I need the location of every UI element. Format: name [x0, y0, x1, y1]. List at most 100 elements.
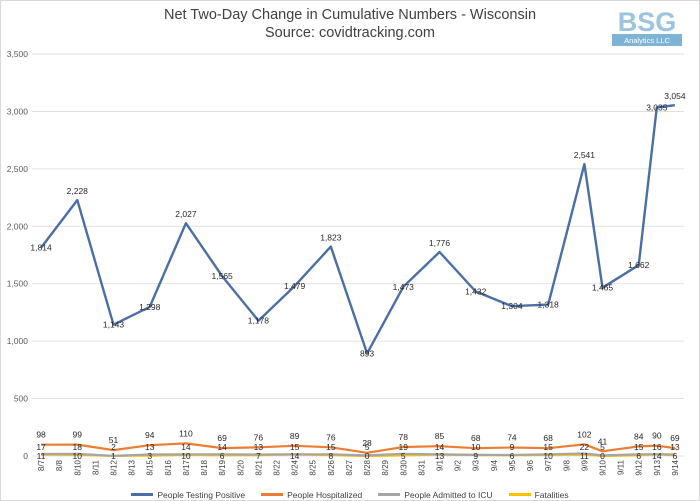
legend-swatch [261, 493, 284, 496]
x-tick-label: 8/10 [73, 459, 82, 475]
data-label: 90 [652, 431, 662, 441]
data-label: 68 [543, 433, 553, 443]
data-label: 11 [37, 451, 46, 461]
data-label: 2,228 [67, 186, 89, 196]
data-label: 94 [145, 430, 155, 440]
data-label: 14 [290, 451, 300, 461]
bsg-logo: BSG Analytics LLC [612, 4, 682, 46]
x-tick-label: 8/24 [291, 459, 300, 475]
data-label: 15 [290, 442, 300, 452]
series-line-people-testing-positive [40, 104, 676, 355]
x-tick-label: 9/10 [599, 459, 608, 475]
x-tick-label: 9/5 [508, 459, 517, 471]
data-label: 22 [580, 442, 590, 452]
legend-item: People Hospitalized [261, 490, 362, 500]
x-tick-label: 9/2 [454, 459, 463, 471]
data-label: 1,298 [139, 302, 161, 312]
data-label: 8 [328, 451, 333, 461]
data-label: 15 [634, 442, 644, 452]
data-label: 1,776 [429, 238, 451, 248]
x-tick-label: 9/3 [472, 459, 481, 471]
data-label: 1,178 [248, 316, 270, 326]
data-label: 3 [147, 451, 152, 461]
data-label: 98 [36, 430, 46, 440]
data-label: 1,143 [103, 320, 125, 330]
data-label: 5 [600, 442, 605, 452]
x-tick-label: 8/8 [55, 459, 64, 471]
x-tick-label: 9/8 [562, 459, 571, 471]
data-label: 13 [254, 442, 264, 452]
data-label: 2,541 [574, 150, 596, 160]
data-label: 89 [290, 431, 300, 441]
x-tick-label: 9/9 [580, 459, 589, 471]
x-tick-label: 9/13 [653, 459, 662, 475]
data-label: 9 [473, 451, 478, 461]
data-label: 5 [365, 442, 370, 452]
data-label: 0 [365, 451, 370, 461]
data-label: 10 [181, 451, 191, 461]
chart-title: Net Two-Day Change in Cumulative Numbers… [163, 7, 537, 23]
x-tick-label: 8/25 [309, 459, 318, 475]
legend-label: Fatalities [534, 489, 569, 500]
data-label: 14 [181, 442, 191, 452]
x-tick-label: 8/7 [37, 459, 46, 471]
y-tick-label: 1,000 [7, 336, 29, 346]
data-label: 6 [220, 451, 225, 461]
data-label: 74 [507, 433, 517, 443]
legend-item: People Testing Positive [131, 490, 245, 500]
x-tick-label: 9/7 [544, 459, 553, 471]
x-tick-label: 8/17 [182, 459, 191, 475]
logo-text: BSG [618, 7, 677, 37]
data-label: 14 [217, 442, 227, 452]
x-tick-label: 8/20 [236, 459, 245, 475]
x-tick-label: 8/22 [273, 459, 282, 475]
x-tick-label: 8/29 [381, 459, 390, 475]
x-tick-label: 8/12 [110, 459, 119, 475]
data-label: 14 [435, 442, 445, 452]
data-label: 7 [256, 451, 261, 461]
x-tick-label: 8/11 [91, 459, 100, 475]
x-tick-label: 8/16 [164, 459, 173, 475]
y-tick-label: 0 [23, 451, 28, 461]
data-label: 6 [636, 451, 641, 461]
y-tick-label: 3,500 [7, 49, 29, 59]
y-axis: 0 500 1,000 1,500 2,000 2,500 3,000 3,500 [7, 49, 29, 461]
data-label: 1,473 [393, 282, 415, 292]
data-label: 1,318 [538, 300, 560, 310]
x-tick-label: 8/19 [218, 459, 227, 475]
x-axis: 8/7 8/8 8/10 8/11 8/12 8/13 8/15 8/16 8/17 8/18 8/… [37, 459, 680, 475]
data-label: 3,054 [664, 91, 686, 101]
data-label: 10 [73, 451, 83, 461]
data-label: 1,479 [284, 281, 306, 291]
data-label: 41 [598, 436, 608, 446]
x-tick-label: 9/4 [490, 459, 499, 471]
data-label: 893 [360, 348, 374, 358]
data-label: 69 [217, 433, 227, 443]
chart-legend: People Testing Positive People Hospitaliz… [0, 488, 700, 500]
data-label: 13 [435, 451, 445, 461]
data-label: 2,027 [175, 209, 197, 219]
data-label: 0 [600, 451, 605, 461]
y-tick-label: 2,000 [7, 221, 29, 231]
data-label: 102 [577, 429, 591, 439]
data-label: 6 [510, 451, 515, 461]
data-label: 1,565 [212, 271, 234, 281]
y-tick-label: 500 [14, 394, 28, 404]
x-tick-label: 8/13 [128, 459, 137, 475]
data-label: 76 [254, 432, 264, 442]
x-tick-label: 8/21 [254, 459, 263, 475]
data-label: 13 [145, 442, 155, 452]
x-tick-label: 8/30 [399, 459, 408, 475]
data-label: 6 [673, 451, 678, 461]
data-label: 51 [109, 435, 119, 445]
data-label: 78 [399, 432, 409, 442]
x-tick-label: 9/6 [526, 459, 535, 471]
data-label: 17 [36, 442, 46, 452]
data-label: 10 [543, 451, 553, 461]
data-label: 15 [543, 442, 553, 452]
legend-item: People Admitted to ICU [378, 490, 493, 500]
series-line-people-hospitalized [41, 442, 676, 454]
data-label: 69 [670, 433, 680, 443]
data-label: 11 [580, 451, 589, 461]
